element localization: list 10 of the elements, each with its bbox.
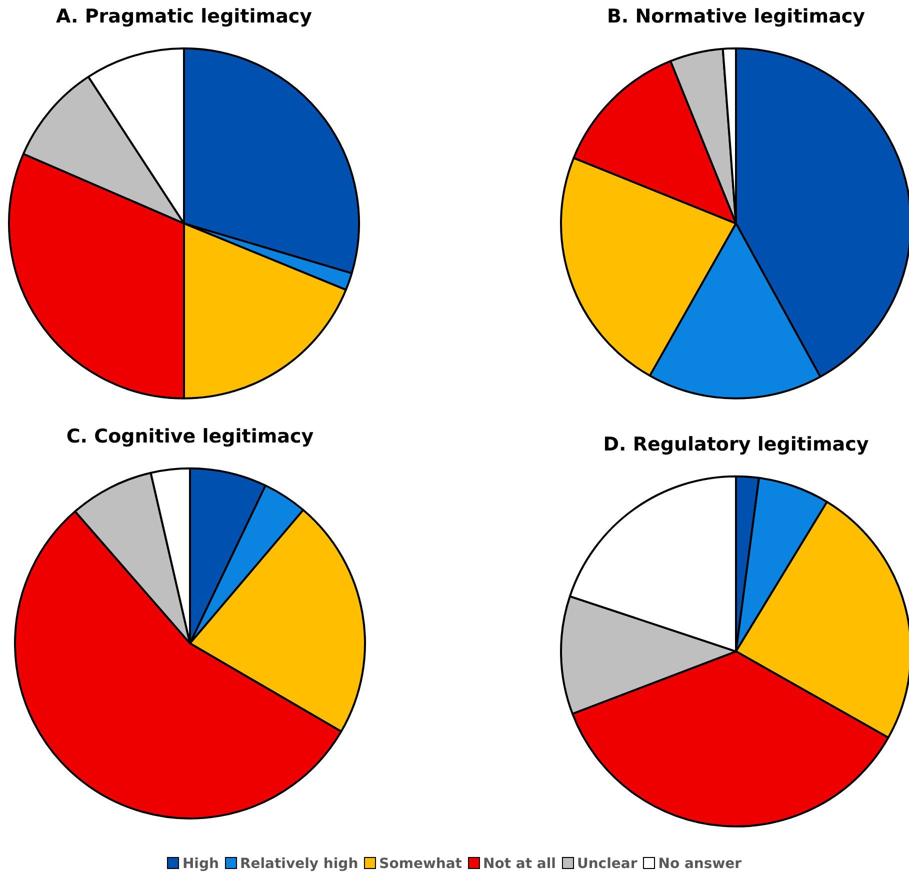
legend-label: High xyxy=(181,856,219,872)
legend-label: Not at all xyxy=(482,856,556,872)
chart-title: D. Regulatory legitimacy xyxy=(603,433,870,456)
legend-label: No answer xyxy=(657,856,742,872)
legend-label: Somewhat xyxy=(378,856,462,872)
legend-label: Relatively high xyxy=(238,856,358,872)
legend-label: Unclear xyxy=(576,856,638,872)
chart-title: C. Cognitive legitimacy xyxy=(66,425,314,448)
chart-title: B. Normative legitimacy xyxy=(606,5,866,28)
chart-title: A. Pragmatic legitimacy xyxy=(56,5,313,28)
